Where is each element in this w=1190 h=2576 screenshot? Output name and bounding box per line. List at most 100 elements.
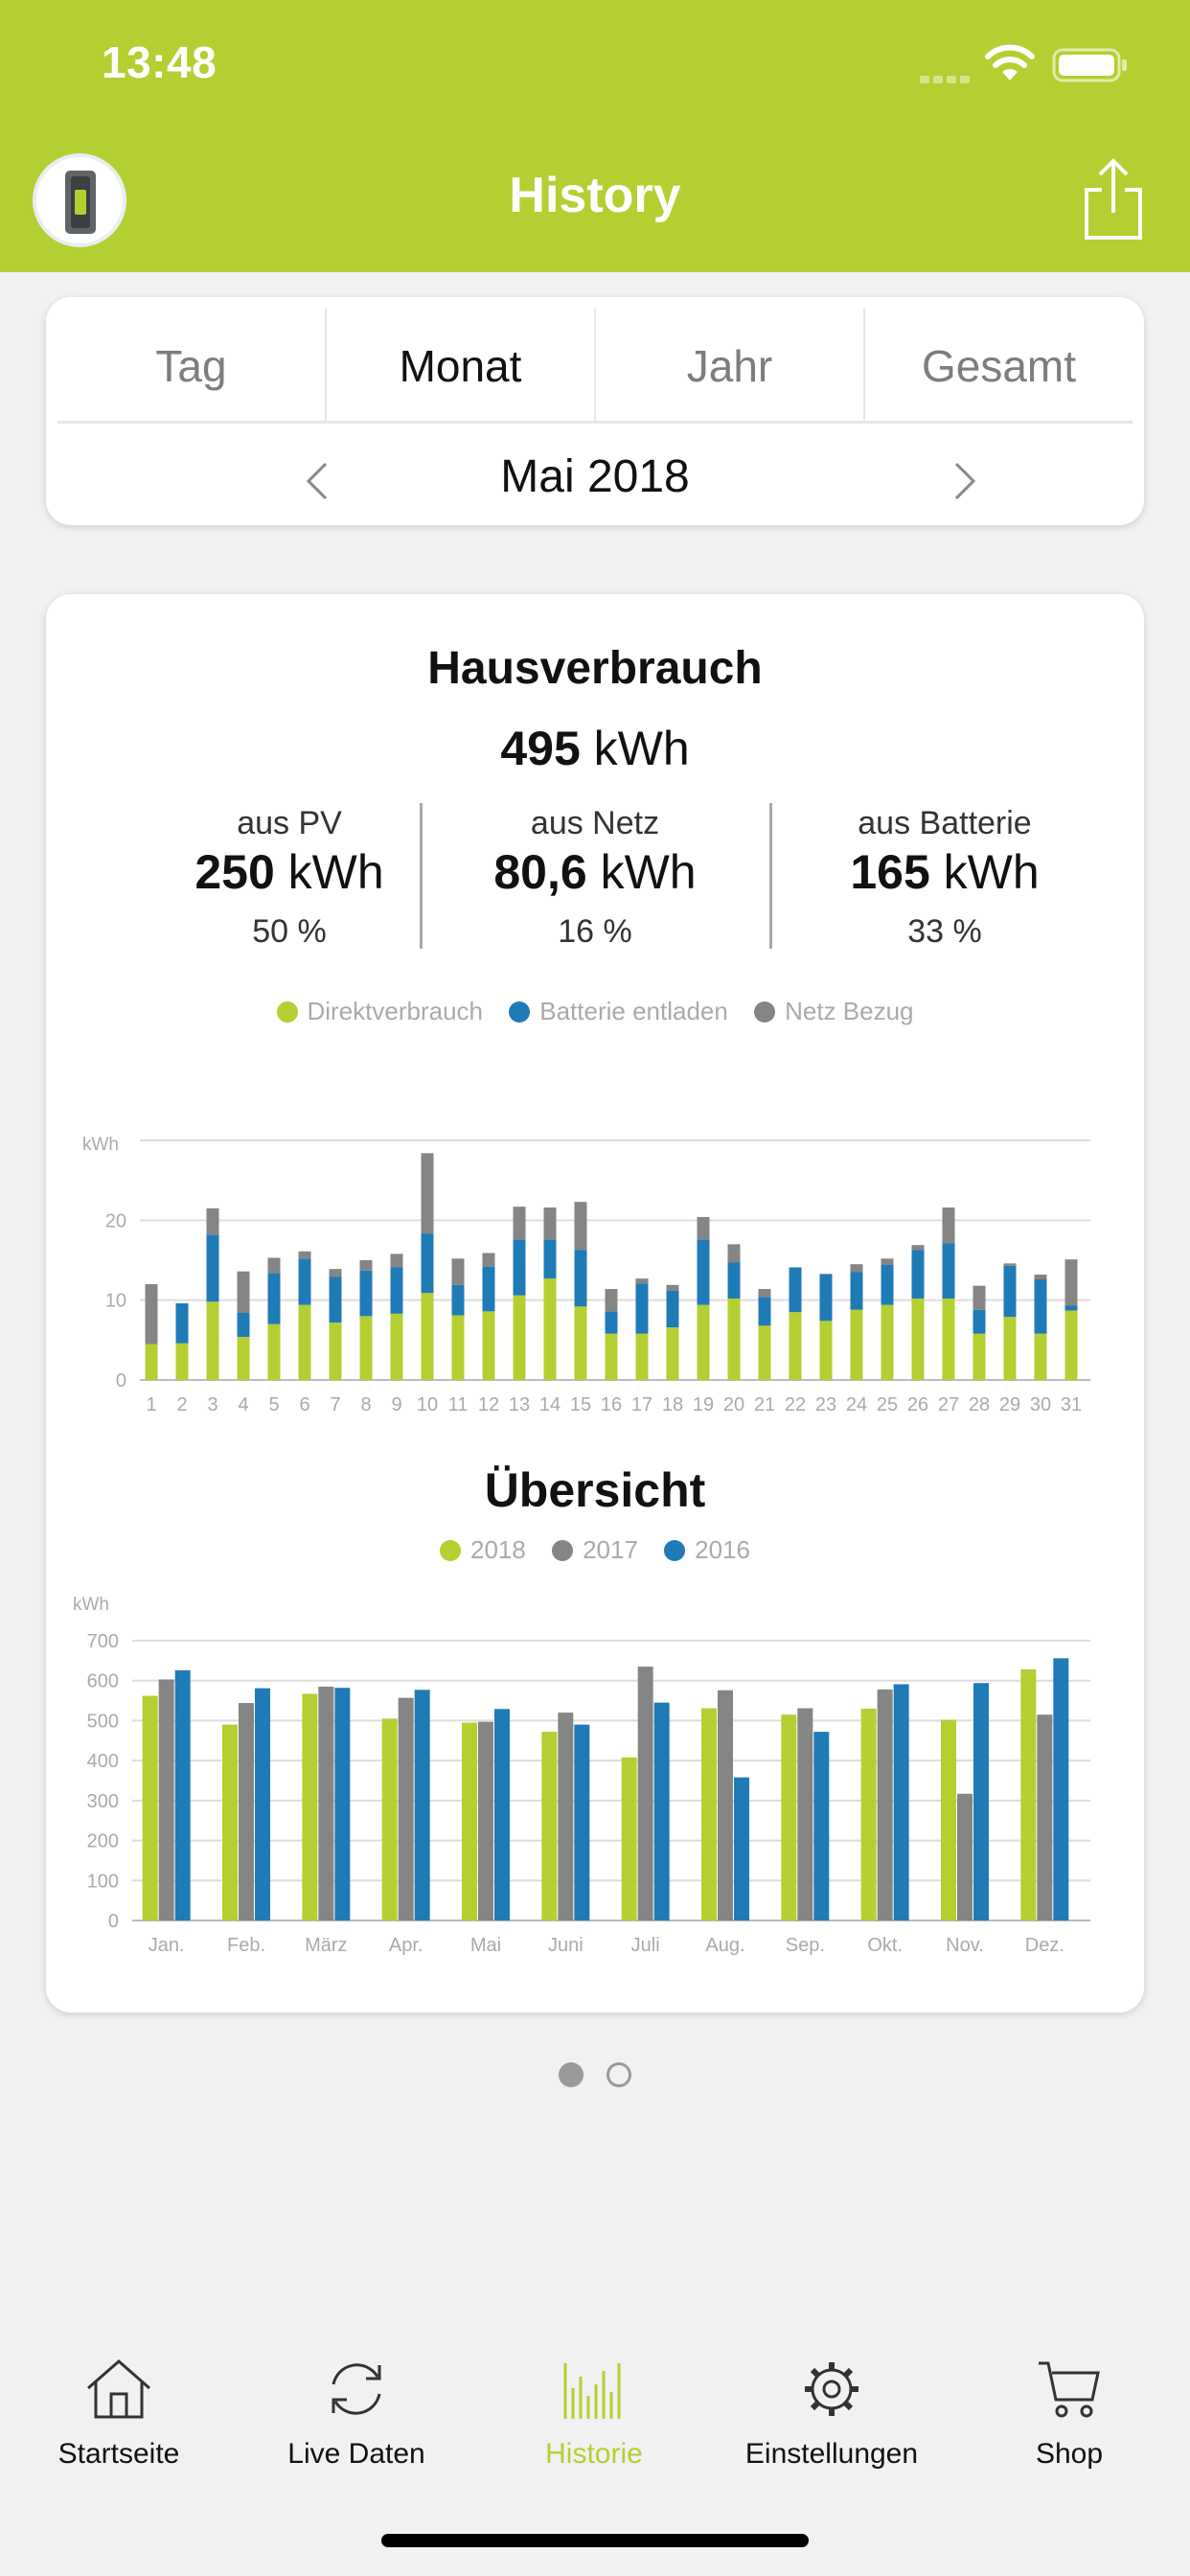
bar-segment [329,1269,342,1277]
bar-segment [605,1289,618,1312]
tabbar-item-einstellungen[interactable]: Einstellungen [713,2358,950,2471]
tabbar-item-startseite[interactable]: Startseite [0,2358,238,2471]
stat-netz-value: 80,6 [493,845,587,899]
x-tick-label: 28 [969,1394,990,1415]
tabbar-label: Einstellungen [744,2438,919,2470]
stat-netz-unit: kWh [600,845,697,899]
x-tick-label: Aug. [705,1935,744,1956]
legend-dot-green [440,1540,461,1561]
bar-segment [819,1321,833,1380]
x-tick-label: 11 [448,1394,469,1415]
bar-segment [666,1284,679,1291]
bar [462,1722,477,1920]
tab-monat[interactable]: Monat [327,309,596,421]
y-axis-unit: kWh [82,1135,119,1155]
bar [398,1697,414,1920]
stat-pv-unit: kWh [287,845,384,899]
bar-segment [942,1208,955,1244]
bar-segment [758,1325,771,1380]
bar-segment [850,1309,863,1380]
x-tick-label: Nov. [946,1935,984,1956]
bar-segment [942,1243,955,1299]
bar-segment [267,1323,281,1380]
bar [860,1708,877,1920]
status-time: 13:48 [102,37,217,87]
bar-segment [850,1264,863,1273]
page-title: History [509,168,681,223]
bar-segment [421,1153,434,1234]
app-header: 13:48 History [0,0,1190,272]
bar [877,1689,893,1920]
stat-batterie-value: 165 [850,845,930,899]
bar [701,1708,717,1920]
overview-title: Übersicht [484,1463,706,1517]
bar-segment [237,1271,250,1313]
chevron-right-icon[interactable] [950,460,979,502]
x-tick-label: 21 [754,1394,775,1415]
bar-segment [421,1293,434,1380]
bar-segment [574,1306,587,1380]
y-tick-label: 0 [108,1911,119,1932]
legend-label: 2018 [470,1535,526,1564]
x-tick-label: Sep. [786,1935,825,1956]
legend-dot-grey [552,1540,574,1561]
x-tick-label: 16 [601,1394,622,1415]
cart-icon [1039,2361,1100,2418]
bar [574,1724,590,1920]
tab-tag[interactable]: Tag [57,309,327,421]
x-tick-label: Juli [631,1935,660,1956]
gear-icon [805,2362,858,2416]
home-indicator [381,2534,809,2547]
wifi-icon [985,44,1035,80]
tabbar-item-shop[interactable]: Shop [950,2358,1188,2471]
bar-segment [206,1301,219,1380]
bar-segment [758,1297,771,1326]
tab-jahr[interactable]: Jahr [596,309,865,421]
device-avatar[interactable] [33,153,126,247]
share-icon[interactable] [1081,157,1146,242]
bar [478,1721,493,1920]
bar-segment [390,1267,403,1314]
x-tick-label: Mai [470,1935,501,1956]
tabbar-item-live-daten[interactable]: Live Daten [238,2358,475,2471]
chevron-left-icon[interactable] [303,460,332,502]
bar-segment [758,1289,771,1298]
x-tick-label: 27 [938,1394,959,1415]
bar-segment [635,1283,649,1334]
page-dot[interactable] [606,2062,631,2087]
bar-segment [267,1273,281,1324]
x-tick-label: 24 [846,1394,867,1415]
bar-segment [206,1234,219,1302]
y-tick-label: 700 [87,1631,119,1652]
bar-segment [145,1284,158,1345]
bar-segment [881,1265,894,1305]
legend-item: 2018 [440,1535,526,1565]
bar-segment [635,1278,649,1284]
bar-segment [881,1258,894,1265]
x-tick-label: Feb. [227,1935,265,1956]
bar [813,1732,830,1920]
bar [494,1709,510,1920]
bar-segment [543,1239,557,1279]
x-tick-label: 5 [268,1394,279,1415]
period-label: Mai 2018 [500,451,690,502]
bar-segment [359,1316,373,1380]
bar-segment [605,1333,618,1380]
page-dot-active[interactable] [559,2062,584,2087]
bar [653,1702,670,1920]
tabbar-item-historie[interactable]: Historie [475,2358,713,2471]
bar-segment [298,1258,311,1305]
bar-segment [973,1309,986,1334]
bar-segment [1003,1317,1017,1380]
bar-segment [819,1275,833,1322]
y-tick-label: 20 [105,1210,126,1231]
bar-segment [727,1299,741,1380]
x-tick-label: 17 [631,1394,652,1415]
bar-segment [390,1254,403,1268]
tab-gesamt[interactable]: Gesamt [921,341,1077,391]
legend-label: 2016 [695,1535,750,1564]
bar-segment [329,1322,342,1380]
bar [941,1719,956,1920]
x-tick-label: 13 [509,1394,530,1415]
